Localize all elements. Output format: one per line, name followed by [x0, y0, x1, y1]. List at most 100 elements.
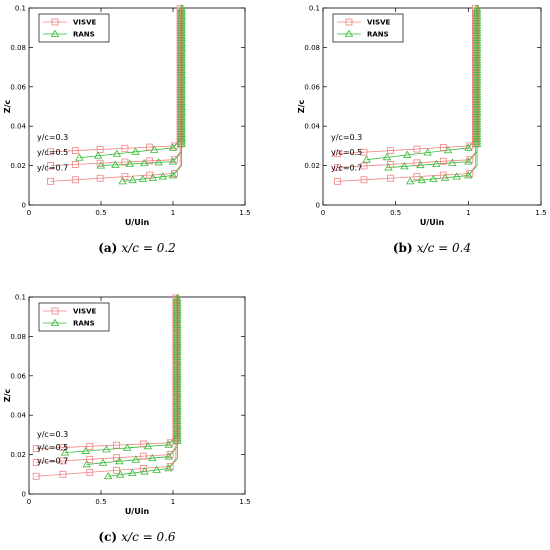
- visve-marker: [171, 170, 178, 177]
- y-tick-label: 0.02: [10, 162, 26, 170]
- rans-marker: [403, 150, 412, 158]
- caption-text: x/c = 0.2: [122, 241, 176, 255]
- y-tick-label: 0.08: [10, 44, 26, 52]
- x-axis-label: U/Uin: [125, 507, 150, 516]
- visve-marker: [32, 472, 40, 480]
- legend-visve-label: VISVE: [73, 19, 96, 27]
- visve-marker: [47, 148, 54, 156]
- rans-line: [100, 8, 183, 166]
- visve-line: [337, 8, 477, 182]
- visve-marker: [86, 442, 94, 450]
- visve-marker: [360, 176, 368, 184]
- x-tick-label: 0.5: [95, 498, 106, 506]
- rans-marker: [382, 153, 392, 161]
- visve-marker: [171, 156, 178, 164]
- legend-visve-label: VISVE: [367, 19, 390, 27]
- visve-marker: [47, 177, 54, 185]
- y-tick-label: 0.04: [304, 123, 320, 131]
- legend-rans-label: RANS: [73, 31, 95, 39]
- visve-marker: [71, 176, 79, 184]
- visve-marker: [413, 173, 421, 181]
- rans-marker: [116, 470, 125, 478]
- visve-marker: [71, 147, 79, 155]
- rans-marker: [140, 467, 149, 475]
- y-tick-label: 0: [316, 202, 320, 210]
- caption-label: (c): [98, 530, 121, 544]
- visve-marker: [113, 466, 120, 474]
- rans-marker: [168, 157, 178, 165]
- y-tick-label: 0.04: [10, 123, 26, 131]
- profile-label: y/c=0.3: [37, 133, 68, 142]
- rans-marker: [96, 161, 106, 169]
- rans-marker: [82, 460, 91, 468]
- rans-marker: [125, 159, 134, 167]
- rans-marker: [148, 173, 158, 181]
- visve-marker: [139, 440, 147, 448]
- visve-line: [50, 8, 181, 182]
- rans-marker: [423, 148, 432, 156]
- rans-marker: [60, 448, 70, 456]
- x-tick-label: 0.5: [390, 209, 401, 217]
- legend-rans-label: RANS: [367, 31, 389, 39]
- y-tick-label: 0: [22, 491, 26, 499]
- x-tick-label: 1.5: [239, 209, 250, 217]
- x-tick-label: 1: [466, 209, 470, 217]
- x-tick-label: 1: [171, 209, 175, 217]
- y-tick-label: 0.02: [304, 162, 320, 170]
- profile-label: y/c=0.5: [37, 148, 68, 157]
- visve-marker: [113, 441, 120, 449]
- profile-label: y/c=0.5: [331, 148, 362, 157]
- rans-marker: [384, 163, 393, 171]
- profile-label: y/c=0.7: [37, 164, 68, 173]
- figure-caption: (c) x/c = 0.6: [98, 530, 176, 544]
- rans-marker: [164, 452, 173, 460]
- rans-marker: [432, 159, 441, 167]
- rans-marker: [104, 471, 113, 480]
- rans-marker: [440, 173, 450, 181]
- y-tick-label: 0.02: [10, 451, 26, 459]
- visve-marker: [96, 174, 104, 182]
- rans-marker: [128, 468, 137, 477]
- visve-marker: [439, 144, 447, 151]
- visve-marker: [32, 459, 40, 466]
- chart-panel-b: 0 0.5 1 1.5 0 0.02 0.04 0.06 0.08 0.1 U/Uin Z/c y/c=…: [297, 4, 547, 255]
- visve-marker: [96, 159, 104, 167]
- rans-marker: [93, 151, 103, 159]
- rans-marker: [417, 175, 427, 184]
- plot-frame: [28, 296, 246, 495]
- visve-marker: [121, 144, 129, 152]
- visve-marker: [466, 156, 474, 164]
- rans-marker: [143, 442, 153, 450]
- visve-marker: [334, 150, 341, 158]
- y-tick-label: 0.06: [304, 83, 320, 91]
- visve-marker: [146, 143, 154, 151]
- visve-line: [36, 297, 177, 477]
- visve-marker: [86, 468, 94, 476]
- figure-caption: (a) x/c = 0.2: [98, 241, 176, 255]
- legend-rans-marker: [50, 318, 60, 326]
- visve-marker: [146, 157, 154, 165]
- visve-marker: [47, 162, 54, 170]
- visve-marker: [360, 162, 368, 170]
- y-tick-label: 0.1: [15, 294, 26, 302]
- visve-marker: [387, 147, 394, 155]
- legend-rans-label: RANS: [73, 320, 95, 328]
- figure-caption: (b) x/c = 0.4: [393, 241, 471, 255]
- chart-panel-c: 0 0.5 1 1.5 0 0.02 0.04 0.06 0.08 0.1 U/Uin Z/c y/c=…: [3, 294, 251, 545]
- rans-marker: [123, 443, 132, 451]
- visve-marker: [59, 470, 67, 478]
- profile-label: y/c=0.3: [37, 430, 68, 439]
- legend-box: [38, 302, 110, 332]
- profile-label: y/c=0.7: [37, 456, 68, 465]
- visve-marker: [166, 463, 174, 470]
- visve-marker: [32, 445, 40, 453]
- legend-visve-marker: [345, 18, 353, 26]
- visve-marker: [71, 161, 79, 168]
- rans-line: [108, 297, 178, 477]
- caption-text: x/c = 0.4: [417, 241, 471, 255]
- rans-marker: [131, 147, 140, 155]
- rans-marker: [128, 175, 137, 184]
- rans-marker: [429, 174, 438, 182]
- visve-marker: [334, 164, 341, 171]
